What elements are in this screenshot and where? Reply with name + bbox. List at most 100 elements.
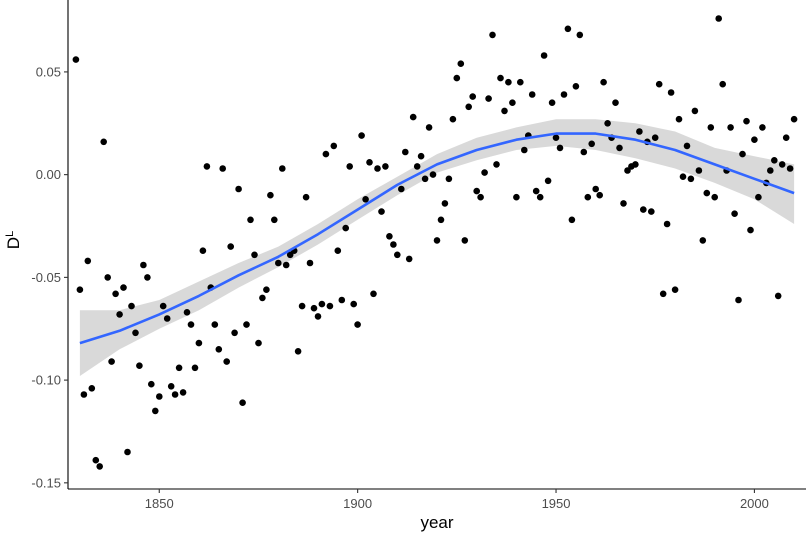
data-point bbox=[497, 74, 504, 82]
data-point bbox=[536, 193, 544, 201]
data-point bbox=[751, 136, 758, 143]
data-point bbox=[778, 161, 786, 168]
data-point bbox=[92, 456, 100, 464]
data-point bbox=[370, 290, 377, 298]
data-point bbox=[366, 159, 373, 166]
data-point bbox=[564, 25, 572, 33]
axes-layer: 1850 1900 1950 2000 0.05 0.00 -0.05 -0.10 -0.15 bbox=[31, 0, 806, 511]
data-point bbox=[759, 124, 766, 131]
data-point bbox=[255, 339, 262, 347]
data-point bbox=[699, 237, 707, 244]
data-point bbox=[528, 91, 536, 98]
data-point bbox=[159, 302, 167, 310]
data-point bbox=[132, 329, 139, 337]
data-point bbox=[409, 113, 417, 121]
data-point bbox=[227, 243, 234, 250]
data-point bbox=[445, 175, 453, 183]
data-point bbox=[96, 463, 103, 470]
data-point bbox=[755, 193, 762, 201]
data-point bbox=[632, 161, 639, 168]
data-point bbox=[731, 210, 738, 217]
x-axis-title: year bbox=[420, 513, 453, 532]
data-point bbox=[703, 189, 711, 197]
data-point bbox=[183, 309, 191, 316]
data-point bbox=[659, 290, 667, 298]
data-point bbox=[588, 140, 595, 148]
data-point bbox=[156, 393, 163, 400]
y-axis-title-superscript: L bbox=[4, 231, 16, 237]
data-point bbox=[596, 191, 603, 199]
data-point bbox=[556, 144, 564, 152]
data-point bbox=[187, 321, 195, 328]
data-point bbox=[358, 132, 365, 139]
data-point bbox=[286, 251, 294, 259]
data-point bbox=[433, 237, 441, 244]
data-point bbox=[624, 167, 631, 174]
data-point bbox=[271, 216, 278, 224]
smooth-line-layer bbox=[79, 132, 795, 345]
data-point bbox=[421, 175, 429, 183]
data-point bbox=[124, 448, 131, 456]
y-tick-label: 0.00 bbox=[36, 167, 61, 182]
data-point bbox=[425, 124, 433, 131]
data-point bbox=[552, 134, 560, 141]
data-point bbox=[84, 257, 92, 265]
data-point bbox=[378, 208, 385, 215]
data-point bbox=[195, 339, 203, 347]
data-point bbox=[521, 146, 528, 154]
data-point bbox=[790, 115, 798, 123]
data-point bbox=[310, 304, 318, 312]
data-point bbox=[604, 120, 611, 127]
data-point bbox=[394, 251, 401, 259]
data-point bbox=[413, 163, 421, 170]
data-point bbox=[584, 193, 592, 201]
data-point bbox=[485, 95, 492, 102]
data-point bbox=[104, 274, 111, 281]
data-point bbox=[671, 286, 679, 294]
data-point bbox=[687, 175, 695, 183]
data-point bbox=[747, 226, 754, 234]
data-point bbox=[743, 117, 750, 125]
data-point bbox=[179, 389, 187, 396]
data-point bbox=[620, 200, 627, 207]
data-point bbox=[517, 78, 524, 86]
data-point bbox=[322, 150, 330, 158]
data-point bbox=[398, 185, 405, 193]
data-point bbox=[386, 233, 393, 240]
data-point bbox=[429, 171, 437, 178]
data-point bbox=[782, 134, 790, 141]
data-point bbox=[108, 358, 115, 365]
data-point bbox=[655, 80, 663, 88]
data-point bbox=[417, 152, 425, 160]
data-point bbox=[76, 286, 84, 294]
data-point bbox=[774, 292, 782, 300]
data-point bbox=[80, 391, 88, 398]
data-point bbox=[576, 31, 584, 39]
data-point bbox=[592, 185, 599, 193]
data-point bbox=[489, 31, 496, 39]
data-point bbox=[148, 380, 155, 388]
data-point bbox=[691, 107, 699, 115]
data-point bbox=[247, 216, 254, 224]
data-point bbox=[679, 173, 687, 180]
data-point bbox=[648, 208, 655, 215]
data-point bbox=[560, 91, 568, 98]
data-point bbox=[326, 302, 334, 310]
data-point bbox=[707, 124, 715, 131]
data-point bbox=[167, 383, 175, 390]
data-point bbox=[334, 247, 342, 254]
data-point bbox=[402, 148, 409, 156]
data-point bbox=[481, 169, 488, 176]
data-point bbox=[382, 163, 389, 170]
data-point bbox=[505, 78, 512, 86]
data-point bbox=[219, 165, 226, 172]
data-point bbox=[120, 284, 127, 291]
data-point bbox=[88, 385, 96, 392]
data-point bbox=[72, 56, 80, 63]
data-point bbox=[544, 177, 552, 185]
data-point bbox=[636, 128, 643, 135]
y-tick-label: -0.15 bbox=[31, 475, 61, 490]
data-point bbox=[735, 296, 742, 304]
data-point bbox=[338, 296, 346, 304]
